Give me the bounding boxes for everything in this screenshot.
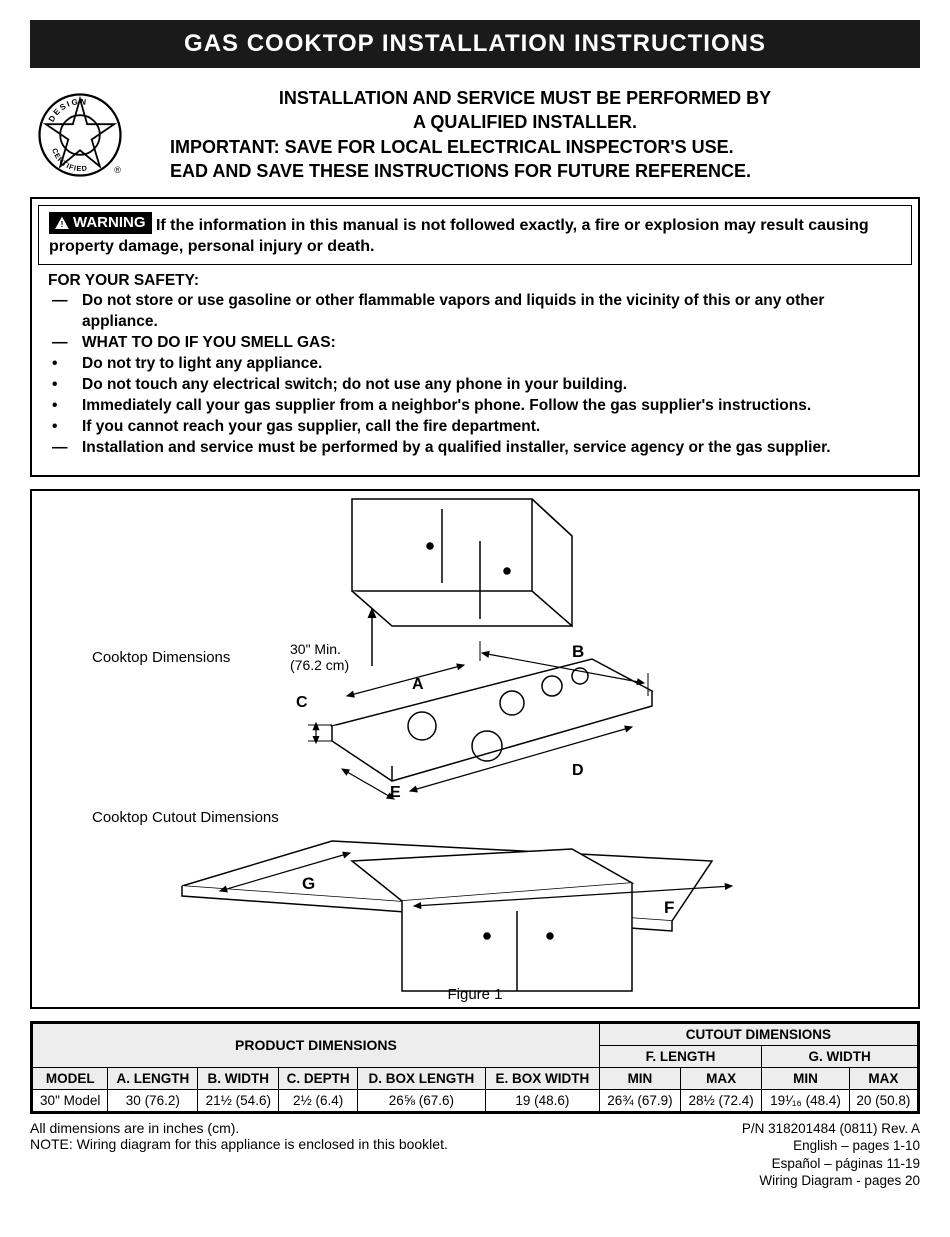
safety-item: •Do not touch any electrical switch; do … [48, 375, 902, 396]
dim-A: A [412, 676, 424, 693]
table-row: 30" Model 30 (76.2) 21½ (54.6) 2½ (6.4) … [33, 1089, 918, 1111]
col-group-cutout: CUTOUT DIMENSIONS [599, 1023, 917, 1045]
svg-text:!: ! [61, 219, 64, 229]
footer-right: P/N 318201484 (0811) Rev. A English – pa… [742, 1120, 920, 1190]
footer-wiring-pages: Wiring Diagram - pages 20 [742, 1172, 920, 1190]
header-line-1: INSTALLATION AND SERVICE MUST BE PERFORM… [130, 86, 920, 110]
dim-C: C [296, 694, 308, 711]
footer: All dimensions are in inches (cm). NOTE:… [30, 1120, 920, 1190]
warning-label: ! WARNING [49, 212, 152, 234]
footer-pn: P/N 318201484 (0811) Rev. A [742, 1120, 920, 1138]
safety-item: •Do not try to light any appliance. [48, 354, 902, 375]
warning-triangle-icon: ! [55, 216, 69, 230]
safety-heading: FOR YOUR SAFETY: [48, 271, 902, 292]
svg-text:®: ® [114, 164, 121, 174]
table-header-row: MODEL A. LENGTH B. WIDTH C. DEPTH D. BOX… [33, 1067, 918, 1089]
warning-text: If the information in this manual is not… [49, 217, 869, 255]
dim-D: D [572, 762, 584, 779]
safety-item: •If you cannot reach your gas supplier, … [48, 417, 902, 438]
header-block: DESIGN CERTIFIED ® INSTALLATION AND SERV… [30, 68, 920, 197]
footer-english: English – pages 1-10 [742, 1137, 920, 1155]
dim-G: G [302, 874, 315, 893]
dim-E: E [390, 784, 401, 801]
header-line-3: IMPORTANT: SAVE FOR LOCAL ELECTRICAL INS… [130, 135, 920, 159]
safety-item: •Immediately call your gas supplier from… [48, 396, 902, 417]
footer-left: All dimensions are in inches (cm). NOTE:… [30, 1120, 448, 1190]
design-certified-seal: DESIGN CERTIFIED ® [30, 90, 130, 180]
footer-dimensions-note: All dimensions are in inches (cm). [30, 1120, 448, 1136]
col-group-product: PRODUCT DIMENSIONS [33, 1023, 600, 1067]
safety-item: —Installation and service must be perfor… [48, 438, 902, 459]
safety-item: —WHAT TO DO IF YOU SMELL GAS: [48, 333, 902, 354]
safety-body: FOR YOUR SAFETY: —Do not store or use ga… [38, 265, 912, 469]
safety-item: —Do not store or use gasoline or other f… [48, 291, 902, 333]
dimensions-table: PRODUCT DIMENSIONS CUTOUT DIMENSIONS F. … [32, 1023, 918, 1112]
safety-list: —Do not store or use gasoline or other f… [48, 291, 902, 458]
figure-caption: Figure 1 [447, 986, 502, 1003]
dim-F: F [664, 898, 674, 917]
safety-box: ! WARNING If the information in this man… [30, 197, 920, 477]
warning-banner: ! WARNING If the information in this man… [38, 205, 912, 264]
header-text: INSTALLATION AND SERVICE MUST BE PERFORM… [130, 86, 920, 183]
dimensions-table-wrap: PRODUCT DIMENSIONS CUTOUT DIMENSIONS F. … [30, 1021, 920, 1114]
footer-wiring-note: NOTE: Wiring diagram for this appliance … [30, 1136, 448, 1152]
footer-espanol: Español – páginas 11-19 [742, 1155, 920, 1173]
page-title: GAS COOKTOP INSTALLATION INSTRUCTIONS [184, 30, 766, 57]
col-sub-f: F. LENGTH [599, 1045, 761, 1067]
dim-B: B [572, 642, 584, 661]
diagram-box: Cooktop Dimensions Cooktop Cutout Dimens… [30, 489, 920, 1009]
col-sub-g: G. WIDTH [762, 1045, 918, 1067]
header-line-4: EAD AND SAVE THESE INSTRUCTIONS FOR FUTU… [130, 159, 920, 183]
header-line-2: A QUALIFIED INSTALLER. [130, 110, 920, 134]
page-title-bar: GAS COOKTOP INSTALLATION INSTRUCTIONS [30, 20, 920, 68]
installation-diagram: A B C E D G [32, 491, 918, 1007]
